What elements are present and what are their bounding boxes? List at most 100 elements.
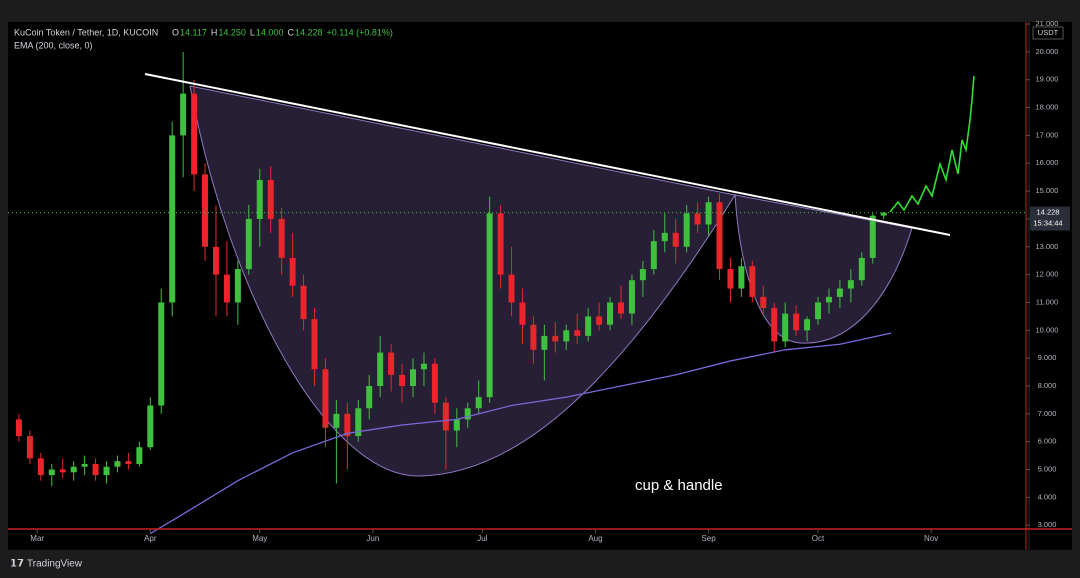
candle-body bbox=[48, 469, 55, 476]
currency-box bbox=[1032, 26, 1064, 40]
candle-body bbox=[836, 288, 843, 297]
candle-body bbox=[344, 413, 351, 437]
y-tick-label: 7.000 bbox=[1038, 409, 1057, 418]
x-tick-label: Sep bbox=[701, 534, 716, 543]
currency: USDT bbox=[1038, 28, 1059, 37]
candle-body bbox=[311, 319, 318, 370]
candle-body bbox=[639, 269, 646, 281]
candle-body bbox=[771, 308, 778, 342]
candle-body bbox=[607, 302, 614, 325]
candle-body bbox=[223, 274, 230, 303]
candle-body bbox=[212, 246, 219, 275]
candle-body bbox=[738, 266, 745, 289]
candle-body bbox=[333, 413, 340, 428]
y-tick-label: 16.000 bbox=[1036, 158, 1059, 167]
candle-body bbox=[388, 352, 395, 375]
ohlc-key: H bbox=[211, 27, 218, 37]
x-tick-label: Mar bbox=[30, 534, 44, 543]
x-tick-label: Oct bbox=[812, 534, 825, 543]
x-tick-label: Aug bbox=[588, 534, 602, 543]
candle-body bbox=[158, 302, 165, 406]
candle-body bbox=[420, 363, 427, 370]
candle-body bbox=[880, 212, 887, 216]
candle-body bbox=[70, 466, 77, 473]
x-tick-label: May bbox=[252, 534, 267, 543]
candle-body bbox=[519, 302, 526, 325]
candle-body bbox=[234, 269, 241, 303]
candle-body bbox=[782, 313, 789, 342]
candle-body bbox=[410, 369, 417, 386]
candle-body bbox=[716, 202, 723, 270]
candle-body bbox=[202, 174, 209, 247]
candle-body bbox=[705, 202, 712, 225]
candle-body bbox=[793, 313, 800, 331]
candle-body bbox=[804, 319, 811, 331]
candle-body bbox=[431, 363, 438, 403]
ohlc-value: 14.117 bbox=[180, 27, 207, 37]
ema-line bbox=[149, 332, 892, 535]
candle-body bbox=[727, 269, 734, 289]
candle-body bbox=[760, 296, 767, 309]
candle-body bbox=[508, 274, 515, 303]
candle-body bbox=[355, 408, 362, 437]
projection-line bbox=[889, 75, 975, 213]
candle-body bbox=[475, 397, 482, 409]
y-tick-label: 20.000 bbox=[1036, 47, 1059, 56]
ema-legend: EMA (200, close, 0) bbox=[14, 40, 93, 50]
candle-body bbox=[256, 179, 263, 219]
candle-body bbox=[136, 447, 143, 464]
candle-body bbox=[661, 232, 668, 242]
candle-body bbox=[59, 469, 66, 473]
y-tick-label: 12.000 bbox=[1036, 270, 1059, 279]
candle-body bbox=[114, 461, 121, 467]
candle-body bbox=[366, 385, 373, 409]
y-tick-label: 4.000 bbox=[1038, 492, 1057, 501]
logo-mark: 𝟭𝟳 bbox=[10, 559, 24, 570]
ohlc-value: 14.250 bbox=[218, 27, 246, 37]
change: +0.114 (+0.81%) bbox=[326, 27, 392, 37]
y-tick-label: 13.000 bbox=[1036, 242, 1059, 251]
candle-body bbox=[377, 352, 384, 386]
candle-body bbox=[15, 419, 22, 437]
candle-body bbox=[103, 466, 110, 476]
ohlc-key: L bbox=[250, 27, 255, 37]
last-price-box bbox=[1030, 206, 1070, 231]
candle-body bbox=[574, 330, 581, 336]
candle-body bbox=[552, 335, 559, 342]
candle-body bbox=[92, 463, 99, 476]
y-tick-label: 15.000 bbox=[1036, 186, 1059, 195]
ohlc-key: O bbox=[172, 27, 179, 37]
x-tick-label: Nov bbox=[924, 534, 938, 543]
y-tick-label: 8.000 bbox=[1038, 381, 1057, 390]
candle-body bbox=[672, 232, 679, 247]
candle-body bbox=[442, 402, 449, 431]
symbol: KuCoin Token / Tether, 1D, KUCOIN bbox=[14, 27, 158, 37]
candle-body bbox=[267, 179, 274, 219]
candle-body bbox=[300, 285, 307, 320]
ohlc-key: C bbox=[287, 27, 294, 37]
countdown: 15:34:44 bbox=[1033, 219, 1062, 228]
candle-body bbox=[453, 419, 460, 431]
candle-body bbox=[858, 257, 865, 281]
x-tick-label: Jul bbox=[477, 534, 487, 543]
y-tick-label: 6.000 bbox=[1038, 437, 1057, 446]
legend: O 14.117 H 14.250 L 14.000 C 14.228 +0.114 (+0.8… bbox=[172, 27, 393, 37]
y-tick-label: 3.000 bbox=[1038, 520, 1057, 529]
x-tick-label: Apr bbox=[144, 534, 157, 543]
candle-body bbox=[464, 408, 471, 420]
x-tick-label: Jun bbox=[366, 534, 379, 543]
candle-body bbox=[125, 461, 132, 464]
y-tick-label: 5.000 bbox=[1038, 465, 1057, 474]
candle-body bbox=[563, 330, 570, 342]
y-tick-label: 21.000 bbox=[1036, 19, 1059, 28]
ohlc-value: 14.000 bbox=[256, 27, 284, 37]
candle-body bbox=[322, 369, 329, 428]
candle-body bbox=[749, 266, 756, 297]
candle-body bbox=[399, 374, 406, 386]
brand: TradingView bbox=[27, 559, 83, 570]
y-tick-label: 17.000 bbox=[1036, 130, 1059, 139]
candle-body bbox=[617, 302, 624, 314]
candle-body bbox=[530, 324, 537, 350]
candle-body bbox=[683, 213, 690, 247]
candle-body bbox=[180, 93, 187, 136]
